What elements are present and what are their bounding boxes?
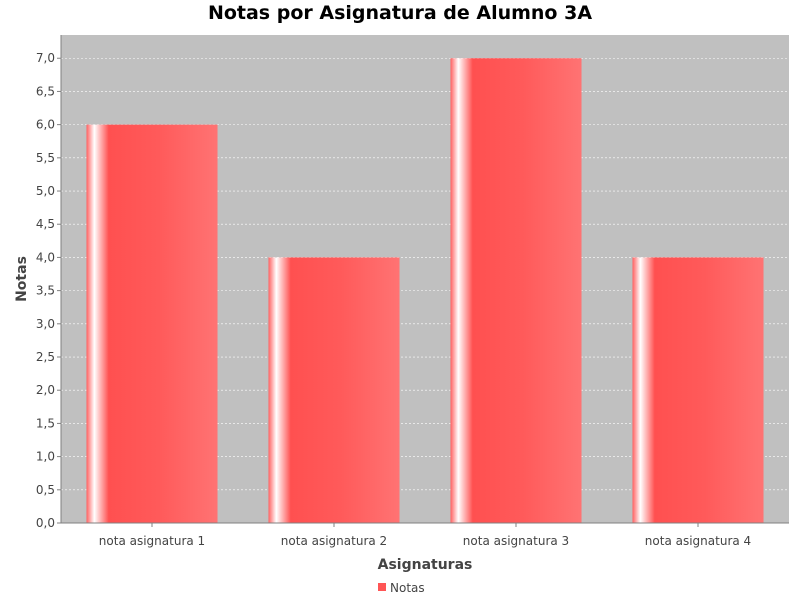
- y-tick-label: 1,5: [36, 416, 55, 430]
- x-axis-ticks: nota asignatura 1 nota asignatura 2 nota a…: [99, 523, 751, 548]
- y-tick-label: 3,0: [36, 317, 55, 331]
- legend: Notas: [378, 581, 425, 595]
- chart-title: Notas por Asignatura de Alumno 3A: [207, 2, 593, 24]
- y-axis-ticks: 0,0 0,5 1,0 1,5 2,0 2,5 3,0 3,5 4,0 4,5 5,0 5,5 6,0 6…: [36, 51, 61, 530]
- y-tick-label: 3,5: [36, 284, 55, 298]
- bar: [632, 257, 764, 523]
- bar: [450, 58, 582, 523]
- y-tick-label: 5,0: [36, 184, 55, 198]
- y-tick-label: 4,5: [36, 217, 55, 231]
- x-tick-label: nota asignatura 2: [281, 534, 387, 548]
- y-tick-label: 0,5: [36, 483, 55, 497]
- y-tick-label: 5,5: [36, 151, 55, 165]
- x-axis-title: Asignaturas: [378, 557, 473, 573]
- legend-label: Notas: [390, 581, 425, 595]
- y-tick-label: 2,0: [36, 383, 55, 397]
- y-tick-label: 2,5: [36, 350, 55, 364]
- y-tick-label: 7,0: [36, 51, 55, 65]
- legend-swatch: [378, 583, 386, 591]
- x-tick-label: nota asignatura 4: [645, 534, 751, 548]
- y-axis-title: Notas: [14, 256, 30, 302]
- y-tick-label: 1,0: [36, 450, 55, 464]
- y-tick-label: 6,0: [36, 118, 55, 132]
- y-tick-label: 4,0: [36, 250, 55, 264]
- y-tick-label: 0,0: [36, 516, 55, 530]
- x-tick-label: nota asignatura 3: [463, 534, 569, 548]
- y-tick-label: 6,5: [36, 84, 55, 98]
- bar: [268, 257, 400, 523]
- bar: [86, 124, 218, 523]
- bars: [86, 58, 764, 523]
- x-tick-label: nota asignatura 1: [99, 534, 205, 548]
